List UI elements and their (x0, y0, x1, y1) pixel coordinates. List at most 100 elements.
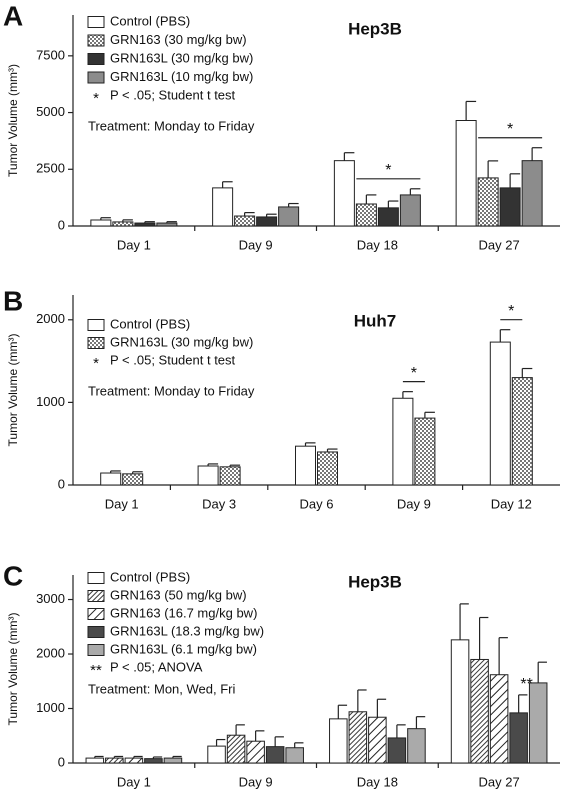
bar (470, 658, 489, 764)
annotation: Treatment: Monday to Friday (88, 383, 255, 398)
bar (124, 757, 144, 764)
x-tick-label: Day 27 (479, 237, 520, 252)
y-tick-label: 7500 (36, 47, 65, 62)
legend-swatch (87, 53, 105, 65)
bar (212, 187, 234, 227)
bar (234, 215, 256, 227)
bar (399, 194, 421, 227)
annotation: Treatment: Mon, Wed, Fri (88, 681, 235, 696)
legend-label: GRN163 (30 mg/kg bw) (110, 32, 247, 47)
x-tick-label: Day 18 (357, 237, 398, 252)
bar (105, 757, 124, 764)
legend-label: GRN163 (50 mg/kg bw) (110, 587, 247, 602)
y-tick-label: 1000 (36, 394, 65, 409)
legend-swatch (87, 71, 105, 84)
bar (333, 160, 355, 227)
legend-swatch (87, 34, 105, 47)
bar (317, 451, 338, 486)
legend-label: Control (PBS) (110, 13, 190, 28)
y-tick-label: 0 (58, 754, 65, 769)
legend-label: GRN163L (30 mg/kg bw) (110, 334, 253, 349)
y-tick-label: 3000 (36, 591, 65, 606)
bar (226, 734, 246, 764)
y-tick-label: 2500 (36, 161, 65, 176)
y-axis-label: Tumor Volume (mm³) (6, 334, 20, 447)
bar (295, 445, 316, 486)
bar (450, 639, 470, 764)
bar (134, 222, 156, 227)
bar (219, 466, 241, 486)
x-tick-label: Day 6 (300, 496, 334, 511)
legend-swatch (87, 626, 105, 638)
bar (246, 740, 265, 764)
x-tick-label: Day 18 (357, 774, 398, 789)
legend-label: Control (PBS) (110, 569, 190, 584)
x-tick-label: Day 12 (491, 496, 532, 511)
y-tick-label: 0 (58, 476, 65, 491)
legend-swatch (87, 608, 105, 620)
bar (144, 758, 163, 764)
y-tick-label: 1000 (36, 700, 65, 715)
chart-title: Hep3B (348, 572, 402, 591)
note-symbol: * (93, 355, 99, 372)
legend-label: GRN163L (10 mg/kg bw) (110, 69, 253, 84)
y-axis-label: Tumor Volume (mm³) (6, 613, 20, 726)
x-tick-label: Day 9 (239, 237, 273, 252)
bar (122, 473, 144, 486)
bar (355, 203, 377, 227)
bar (207, 745, 226, 764)
bar (407, 728, 426, 764)
legend-label: GRN163 (16.7 mg/kg bw) (110, 605, 257, 620)
bar (197, 465, 219, 486)
bar (489, 674, 509, 764)
legend-label: Control (PBS) (110, 316, 190, 331)
panel-letter: B (3, 285, 23, 316)
bar (112, 221, 134, 227)
x-tick-label: Day 1 (105, 496, 139, 511)
bar (528, 682, 548, 764)
bar (387, 737, 407, 764)
annotation: Treatment: Monday to Friday (88, 118, 255, 133)
y-tick-label: 2000 (36, 645, 65, 660)
significance-marker: * (385, 162, 391, 179)
bar (163, 757, 183, 764)
bar (100, 472, 122, 486)
x-tick-label: Day 1 (117, 237, 151, 252)
bar (477, 177, 499, 227)
significance-marker: * (411, 365, 417, 382)
significance-marker: * (508, 303, 514, 320)
panel-letter: C (3, 560, 23, 591)
bar (509, 712, 528, 764)
bar (455, 120, 477, 227)
legend-label: GRN163L (18.3 mg/kg bw) (110, 623, 264, 638)
x-tick-label: Day 9 (397, 496, 431, 511)
y-axis-label: Tumor Volume (mm³) (6, 64, 20, 177)
bar (85, 757, 105, 764)
x-tick-label: Day 9 (239, 774, 273, 789)
legend-swatch (87, 572, 105, 584)
bar (392, 397, 414, 486)
bar (521, 160, 543, 227)
bar (511, 377, 533, 486)
bar (156, 222, 178, 227)
bar (348, 711, 368, 764)
x-tick-label: Day 27 (479, 774, 520, 789)
bar (414, 417, 436, 486)
bar (377, 207, 399, 227)
note: P < .05; Student t test (110, 87, 236, 102)
note-symbol: ** (90, 662, 102, 679)
legend-swatch (87, 16, 105, 28)
chart-title: Huh7 (354, 311, 397, 330)
y-tick-label: 5000 (36, 104, 65, 119)
x-tick-label: Day 1 (117, 774, 151, 789)
bar (278, 206, 300, 227)
bar (489, 341, 511, 486)
legend-label: GRN163L (6.1 mg/kg bw) (110, 641, 257, 656)
significance-marker: * (507, 121, 513, 138)
significance-marker: ** (520, 676, 532, 693)
legend-swatch (87, 319, 105, 331)
chart-title: Hep3B (348, 19, 402, 38)
y-tick-label: 2000 (36, 311, 65, 326)
bar (265, 746, 285, 764)
